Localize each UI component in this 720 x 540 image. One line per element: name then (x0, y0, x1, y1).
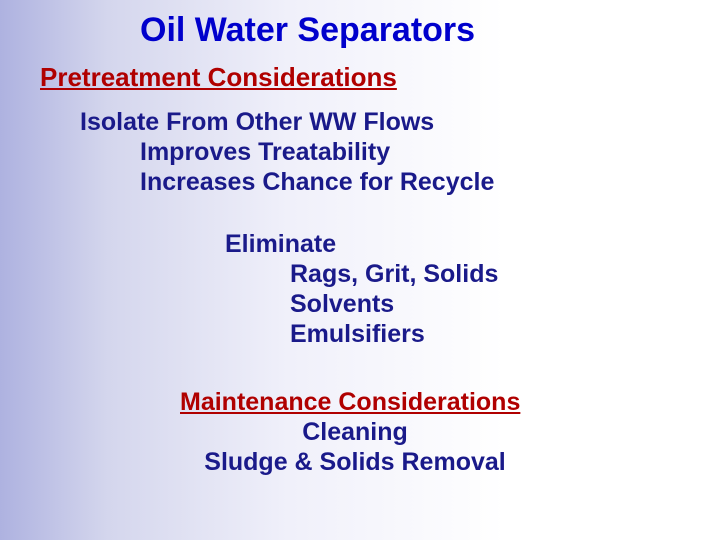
slide-title: Oil Water Separators (140, 12, 475, 49)
pretreatment-heading: Pretreatment Considerations (40, 62, 397, 93)
pretreat-block1-line0: Isolate From Other WW Flows (80, 108, 434, 137)
pretreat-block2-line0: Eliminate (225, 230, 336, 259)
maintenance-line1: Sludge & Solids Removal (0, 448, 715, 477)
pretreat-block1-line2: Increases Chance for Recycle (140, 168, 494, 197)
pretreat-block2-line3: Emulsifiers (290, 320, 425, 349)
pretreat-block2-line2: Solvents (290, 290, 394, 319)
maintenance-heading: Maintenance Considerations (180, 388, 520, 417)
pretreat-block1-line1: Improves Treatability (140, 138, 390, 167)
pretreat-block2-line1: Rags, Grit, Solids (290, 260, 498, 289)
maintenance-line0: Cleaning (0, 418, 715, 447)
